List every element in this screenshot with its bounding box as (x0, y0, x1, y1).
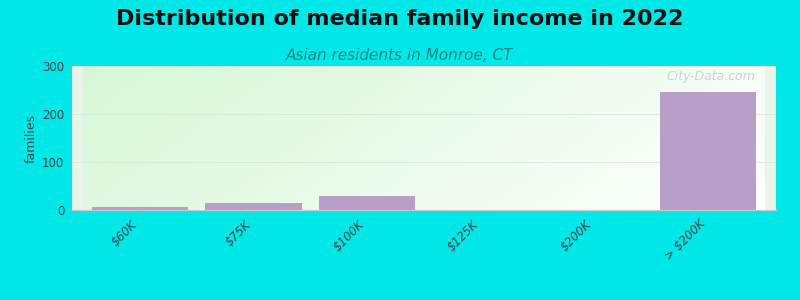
Bar (319, 196, 415, 210)
Text: City-Data.com: City-Data.com (666, 70, 755, 83)
Text: Asian residents in Monroe, CT: Asian residents in Monroe, CT (286, 48, 514, 63)
Bar (206, 203, 302, 210)
Y-axis label: families: families (25, 113, 38, 163)
Bar (660, 92, 756, 210)
Text: Distribution of median family income in 2022: Distribution of median family income in … (116, 9, 684, 29)
Bar (92, 207, 188, 210)
